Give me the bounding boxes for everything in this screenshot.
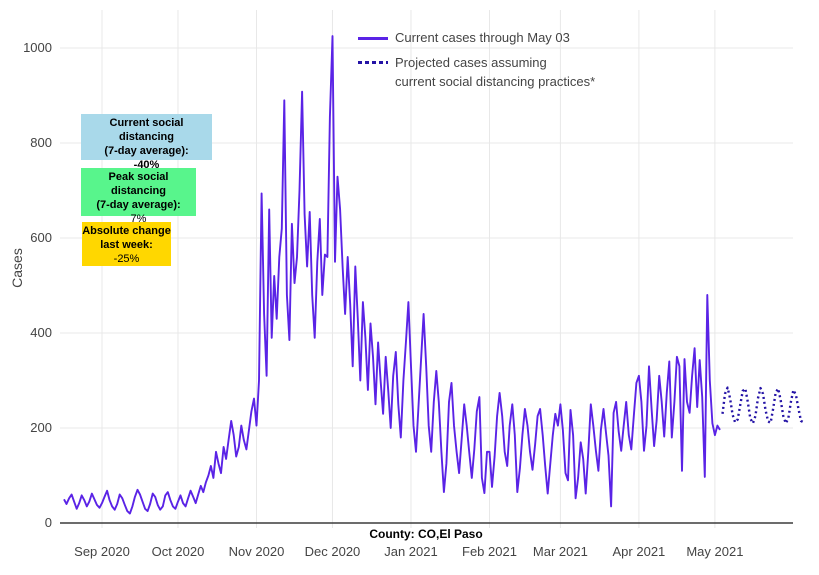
annotation-current-line1: Current social distancing xyxy=(109,117,184,143)
x-tick-label: Nov 2020 xyxy=(228,544,285,559)
x-tick-label: Jan 2021 xyxy=(384,544,438,559)
x-tick-label: Apr 2021 xyxy=(612,544,666,559)
y-tick-label: 0 xyxy=(44,515,52,530)
dotted-line-swatch xyxy=(358,61,388,64)
x-tick-label: Feb 2021 xyxy=(462,544,517,559)
y-tick-label: 200 xyxy=(30,420,52,435)
projected-cases-line xyxy=(721,386,805,425)
solid-line-swatch xyxy=(358,37,388,40)
annotation-current-line2: (7-day average): xyxy=(104,145,189,157)
x-tick-label: Sep 2020 xyxy=(74,544,130,559)
annotation-peak-line1: Peak social distancing xyxy=(108,171,169,197)
y-tick-label: 600 xyxy=(30,230,52,245)
annotation-change-line2: last week: xyxy=(100,239,153,251)
x-axis-title: County: CO,El Paso xyxy=(369,527,483,541)
annotation-change-value: -25% xyxy=(113,253,140,265)
y-tick-label: 400 xyxy=(30,325,52,340)
x-tick-label: Dec 2020 xyxy=(304,544,361,559)
annotation-absolute-change: Absolute change last week: -25% xyxy=(82,222,171,266)
annotation-peak-social-distancing: Peak social distancing (7-day average): … xyxy=(81,168,196,225)
x-tick-label: Oct 2020 xyxy=(151,544,205,559)
y-tick-label: 800 xyxy=(30,135,52,150)
legend-item-projected-cases[interactable]: Projected cases assuming current social … xyxy=(358,53,595,91)
annotation-current-social-distancing: Current social distancing (7-day average… xyxy=(81,114,212,171)
legend-item-current-cases[interactable]: Current cases through May 03 xyxy=(358,28,595,47)
annotation-change-line1: Absolute change xyxy=(82,225,171,237)
legend-label-current-cases: Current cases through May 03 xyxy=(395,30,570,45)
legend-label-projected-cases: Projected cases assuming current social … xyxy=(395,53,595,91)
x-tick-label: Mar 2021 xyxy=(532,544,588,559)
legend-label-projected-line1: Projected cases assuming xyxy=(395,55,547,70)
legend: Current cases through May 03 Projected c… xyxy=(358,28,595,91)
y-axis-title: Cases xyxy=(9,248,25,288)
x-tick-label: May 2021 xyxy=(686,544,744,559)
annotation-peak-line2: (7-day average): xyxy=(96,199,181,211)
legend-label-projected-line2: current social distancing practices* xyxy=(395,74,596,89)
current-cases-line xyxy=(63,35,721,515)
y-tick-label: 1000 xyxy=(23,40,52,55)
